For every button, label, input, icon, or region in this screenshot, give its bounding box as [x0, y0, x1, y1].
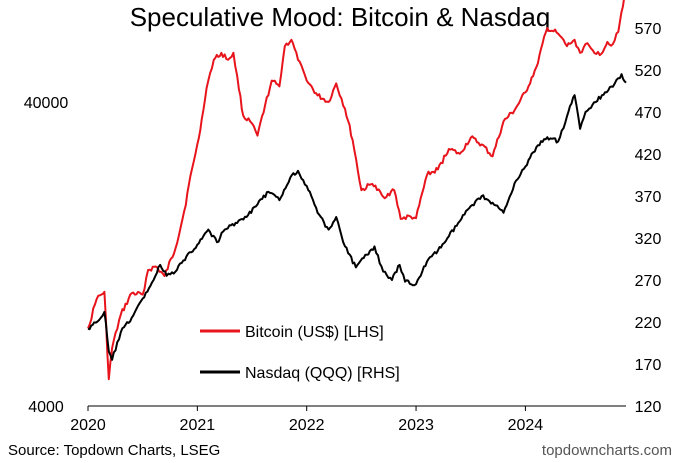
legend-label-nasdaq: Nasdaq (QQQ) [RHS] [245, 365, 400, 382]
right-tick-label: 570 [635, 21, 662, 38]
legend: Bitcoin (US$) [LHS] Nasdaq (QQQ) [RHS] [200, 324, 400, 382]
right-tick-label: 170 [635, 357, 662, 374]
right-tick-label: 470 [635, 105, 662, 122]
legend-label-bitcoin: Bitcoin (US$) [LHS] [245, 324, 384, 341]
x-tick-label: 2023 [398, 417, 434, 434]
right-tick-label: 270 [635, 273, 662, 290]
right-axis-ticks: 570 520 470 420 370 320 270 220 170 120 [635, 21, 662, 416]
left-tick-label: 40000 [24, 95, 69, 112]
x-tick-label: 2024 [508, 417, 544, 434]
right-tick-label: 420 [635, 147, 662, 164]
left-axis-ticks: 4000 40000 [24, 95, 69, 416]
x-ticks: 2020 2021 2022 2023 2024 [70, 406, 543, 434]
right-tick-label: 320 [635, 231, 662, 248]
right-tick-label: 120 [635, 399, 662, 416]
left-tick-label: 4000 [28, 399, 64, 416]
series-layer [87, 0, 627, 381]
right-tick-label: 370 [635, 189, 662, 206]
watermark: topdowncharts.com [542, 442, 672, 459]
series-line-nasdaq [87, 73, 627, 361]
right-tick-label: 220 [635, 315, 662, 332]
right-tick-label: 520 [635, 63, 662, 80]
x-tick-label: 2021 [180, 417, 216, 434]
x-tick-label: 2020 [70, 417, 106, 434]
x-tick-label: 2022 [289, 417, 325, 434]
chart-title: Speculative Mood: Bitcoin & Nasdaq [130, 2, 551, 32]
series-line-bitcoin [87, 0, 625, 381]
source-note: Source: Topdown Charts, LSEG [8, 442, 220, 459]
